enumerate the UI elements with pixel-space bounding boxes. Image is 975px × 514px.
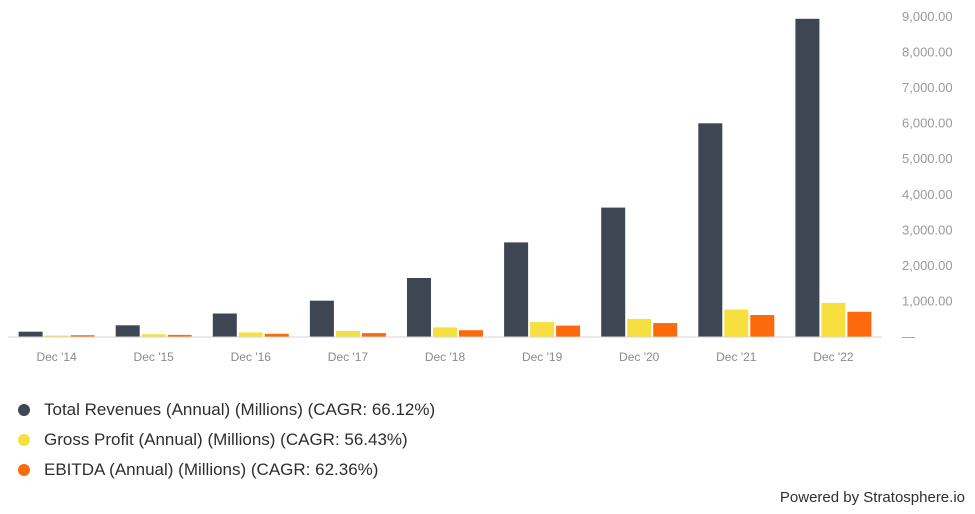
bar-series0-8[interactable] [795,18,820,338]
bar-chart: Dec '14 Dec '15 Dec '16 Dec '17 Dec '18 Dec '… [8,9,953,364]
bar-series2-5[interactable] [556,325,581,337]
x-tick-label: Dec '19 [522,350,563,364]
x-tick-label: Dec '17 [328,350,369,364]
legend-dot-icon [18,434,30,446]
y-tick-label: 2,000.00 [902,258,953,273]
legend-dot-icon [18,464,30,476]
bar-series0-0[interactable] [18,331,43,337]
legend-label: Gross Profit (Annual) (Millions) (CAGR: … [44,430,408,449]
bar-series0-1[interactable] [115,325,140,337]
bars-group [18,18,872,338]
bar-series2-7[interactable] [750,315,775,337]
y-tick-label: 1,000.00 [902,293,953,308]
bar-series0-2[interactable] [212,313,237,338]
legend: Total Revenues (Annual) (Millions) (CAGR… [18,395,435,485]
x-tick-label: Dec '22 [813,350,854,364]
y-tick-label: 7,000.00 [902,80,953,95]
x-tick-label: Dec '14 [36,350,77,364]
bar-series1-1[interactable] [141,334,166,337]
powered-by-footer: Powered by Stratosphere.io [779,489,965,506]
y-tick-label: 3,000.00 [902,222,953,237]
bar-series1-4[interactable] [433,327,457,337]
bar-series0-6[interactable] [601,207,626,337]
bar-series2-8[interactable] [847,311,872,337]
bar-series2-1[interactable] [167,334,192,337]
y-tick-label: 9,000.00 [902,9,953,24]
bar-series2-4[interactable] [459,330,483,337]
bar-series0-7[interactable] [698,123,723,337]
legend-item-gross-profit[interactable]: Gross Profit (Annual) (Millions) (CAGR: … [18,425,435,455]
bar-series2-3[interactable] [361,333,386,337]
legend-item-total-revenues[interactable]: Total Revenues (Annual) (Millions) (CAGR… [18,395,435,425]
bar-series1-2[interactable] [238,332,263,337]
y-tick-label: — [902,329,915,344]
y-tick-labels: 9,000.00 8,000.00 7,000.00 6,000.00 5,000.00… [902,9,953,344]
legend-label: EBITDA (Annual) (Millions) (CAGR: 62.36%… [44,460,379,479]
bar-series1-0[interactable] [44,335,69,337]
x-tick-label: Dec '20 [619,350,660,364]
bar-series0-3[interactable] [309,300,334,337]
bar-series0-4[interactable] [407,278,431,337]
x-tick-label: Dec '18 [425,350,466,364]
bar-series1-7[interactable] [724,309,749,337]
bar-series2-6[interactable] [653,323,678,337]
x-tick-label: Dec '16 [231,350,272,364]
x-tick-label: Dec '15 [134,350,175,364]
y-tick-label: 6,000.00 [902,116,953,131]
bar-series2-2[interactable] [264,333,289,337]
legend-dot-icon [18,404,30,416]
bar-series2-0[interactable] [70,335,95,337]
bar-series1-3[interactable] [335,331,360,337]
legend-label: Total Revenues (Annual) (Millions) (CAGR… [44,400,436,419]
bar-series0-5[interactable] [504,242,529,337]
bar-series1-8[interactable] [821,302,846,337]
x-tick-labels: Dec '14 Dec '15 Dec '16 Dec '17 Dec '18 Dec '… [36,350,853,364]
x-tick-label: Dec '21 [716,350,757,364]
legend-item-ebitda[interactable]: EBITDA (Annual) (Millions) (CAGR: 62.36%… [18,455,435,485]
bar-series1-6[interactable] [627,318,652,337]
y-tick-label: 5,000.00 [902,151,953,166]
y-tick-label: 4,000.00 [902,187,953,202]
y-tick-label: 8,000.00 [902,45,953,60]
bar-series1-5[interactable] [530,322,555,337]
